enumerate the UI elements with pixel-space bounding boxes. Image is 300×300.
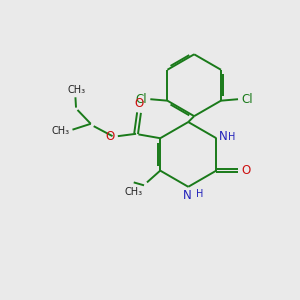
Text: CH₃: CH₃: [124, 187, 142, 197]
Text: O: O: [106, 130, 115, 143]
Text: O: O: [134, 97, 144, 110]
Text: CH₃: CH₃: [51, 126, 70, 136]
Text: CH₃: CH₃: [68, 85, 86, 95]
Text: H: H: [228, 132, 236, 142]
Text: Cl: Cl: [242, 93, 253, 106]
Text: H: H: [196, 189, 204, 199]
Text: N: N: [182, 189, 191, 202]
Text: N: N: [219, 130, 227, 143]
Text: O: O: [242, 164, 250, 177]
Text: Cl: Cl: [135, 93, 147, 106]
